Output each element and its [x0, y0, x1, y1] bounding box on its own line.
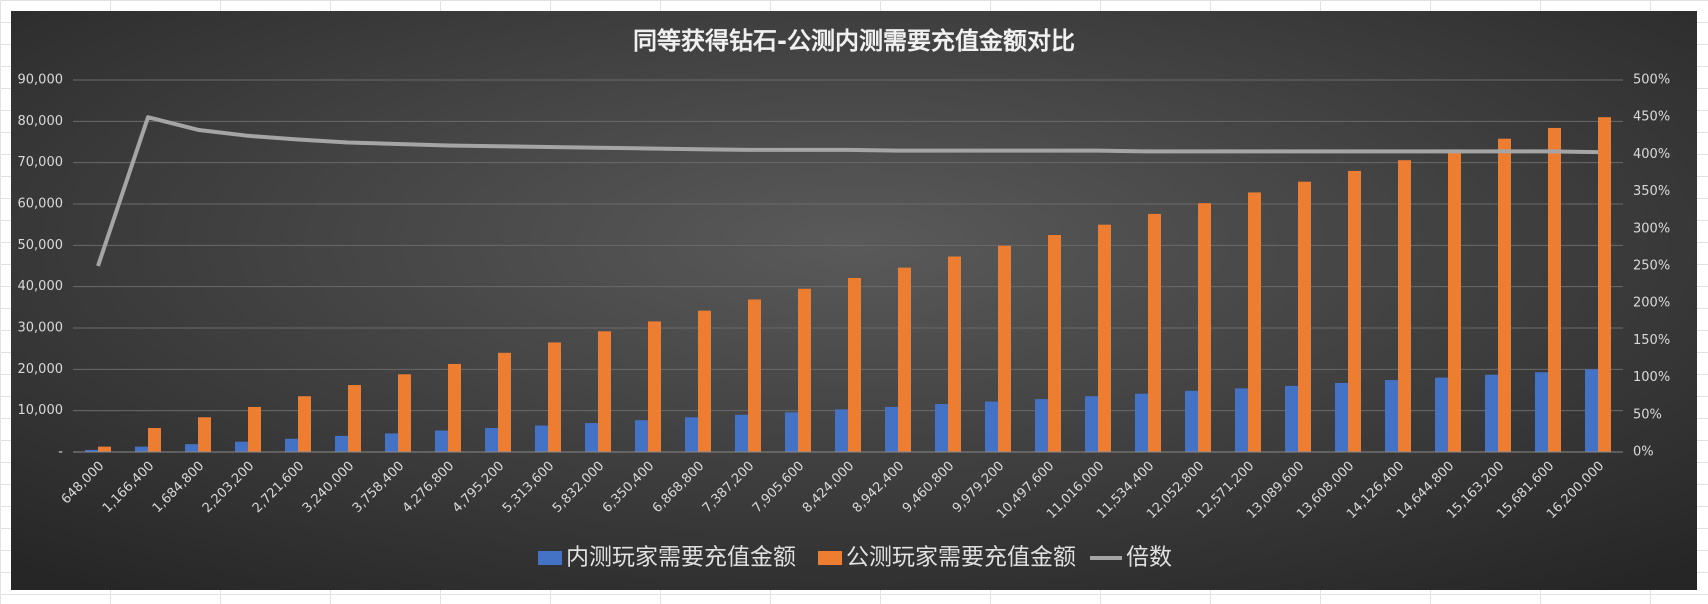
bar: [1398, 160, 1411, 453]
y2-tick-label: 400%: [1633, 147, 1670, 162]
bar: [798, 288, 811, 452]
legend-label: 公测玩家需要充值金额: [846, 545, 1076, 571]
bar: [85, 449, 98, 452]
bar: [648, 321, 661, 452]
y-tick-label: 30,000: [18, 321, 64, 336]
y2-tick-label: 50%: [1633, 407, 1662, 422]
chart-title: 同等获得钻石-公测内测需要充值金额对比: [633, 27, 1075, 55]
bar: [535, 425, 548, 452]
bar: [1098, 224, 1111, 452]
bar: [548, 342, 561, 452]
bar: [748, 299, 761, 452]
bar: [635, 420, 648, 452]
bar: [98, 446, 111, 452]
bar: [385, 433, 398, 452]
legend-swatch: [818, 551, 842, 565]
bar: [598, 331, 611, 452]
bar: [1598, 117, 1611, 452]
bar: [948, 256, 961, 452]
bar: [485, 428, 498, 452]
bar: [298, 396, 311, 452]
bar: [848, 277, 861, 452]
bar: [148, 428, 161, 452]
bar: [285, 438, 298, 452]
bar: [135, 446, 148, 452]
y2-tick-label: 350%: [1633, 184, 1670, 199]
bar: [235, 441, 248, 452]
bar: [1498, 138, 1511, 452]
y-tick-label: 80,000: [18, 114, 64, 129]
bar: [1185, 390, 1198, 452]
bar: [998, 245, 1011, 452]
bar: [835, 409, 848, 452]
y-tick-label: 40,000: [18, 279, 64, 294]
bar: [885, 406, 898, 452]
y-tick-label: 60,000: [18, 197, 64, 212]
bar: [448, 363, 461, 452]
bar: [1048, 235, 1061, 452]
bar: [785, 412, 798, 452]
bar: [1285, 385, 1298, 452]
y-tick-label: -: [58, 445, 63, 460]
bar: [1085, 396, 1098, 452]
y2-tick-label: 300%: [1633, 221, 1670, 236]
y2-tick-label: 500%: [1633, 73, 1670, 88]
bar: [735, 414, 748, 452]
bar: [1198, 203, 1211, 452]
legend-label: 内测玩家需要充值金额: [566, 545, 796, 571]
bar: [698, 310, 711, 452]
bar: [248, 406, 261, 452]
y-tick-label: 90,000: [18, 73, 64, 88]
legend-label: 倍数: [1126, 545, 1172, 571]
bar: [1585, 369, 1598, 452]
bar: [985, 401, 998, 452]
bar: [1485, 374, 1498, 452]
bar: [1135, 393, 1148, 452]
bar: [335, 435, 348, 452]
bar: [398, 374, 411, 452]
bar: [585, 423, 598, 452]
y2-tick-label: 450%: [1633, 110, 1670, 125]
y-tick-label: 10,000: [18, 403, 64, 418]
bar: [1148, 213, 1161, 452]
bar: [185, 444, 198, 452]
bar: [1035, 399, 1048, 452]
bar: [1548, 127, 1561, 453]
y2-tick-label: 250%: [1633, 259, 1670, 274]
line: [96, 115, 1599, 267]
bar: [198, 417, 211, 452]
bar: [1385, 380, 1398, 452]
y2-tick-label: 200%: [1633, 296, 1670, 311]
bar: [498, 352, 511, 452]
y2-tick-label: 0%: [1633, 445, 1654, 460]
bar: [1448, 149, 1461, 452]
bar: [1235, 388, 1248, 452]
y-tick-label: 70,000: [18, 155, 64, 170]
y-tick-label: 20,000: [18, 362, 64, 377]
legend-swatch: [538, 551, 562, 565]
bar: [1335, 382, 1348, 452]
bar: [1435, 377, 1448, 452]
y-tick-label: 50,000: [18, 238, 64, 253]
bar: [435, 430, 448, 452]
y2-tick-label: 100%: [1633, 370, 1670, 385]
bar: [1248, 192, 1261, 452]
bar: [1535, 372, 1548, 452]
bar: [1348, 170, 1361, 452]
bar: [348, 385, 361, 452]
bar: [935, 404, 948, 452]
bar: [1298, 181, 1311, 452]
bar: [685, 417, 698, 452]
y2-tick-label: 150%: [1633, 333, 1670, 348]
bar: [898, 267, 911, 452]
